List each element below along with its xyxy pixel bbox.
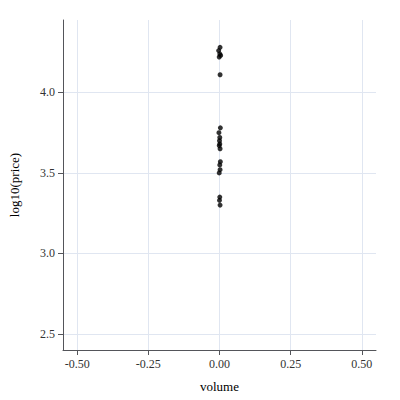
svg-text:log10(price): log10(price): [7, 153, 22, 217]
svg-text:0.50: 0.50: [351, 357, 372, 371]
svg-text:3.0: 3.0: [40, 246, 55, 260]
svg-text:0.25: 0.25: [280, 357, 301, 371]
svg-text:2.5: 2.5: [40, 327, 55, 341]
svg-text:-0.50: -0.50: [65, 357, 90, 371]
svg-text:0.00: 0.00: [209, 357, 230, 371]
svg-text:-0.25: -0.25: [136, 357, 161, 371]
svg-text:3.5: 3.5: [40, 166, 55, 180]
svg-text:4.0: 4.0: [40, 85, 55, 99]
svg-text:volume: volume: [200, 379, 239, 394]
